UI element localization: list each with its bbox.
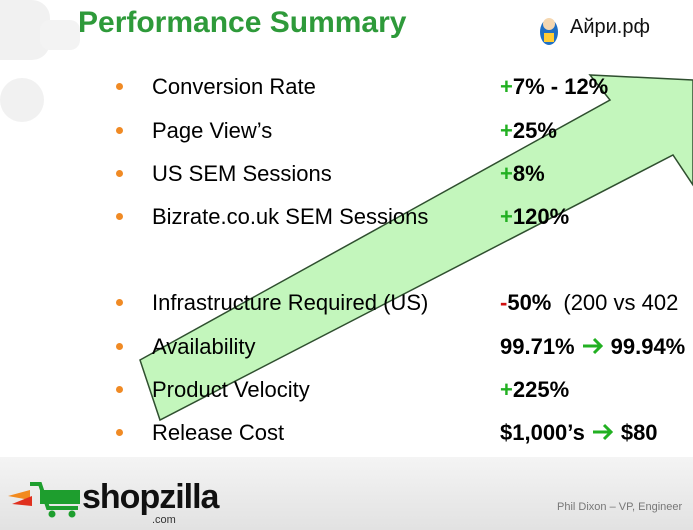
bullet-label: Bizrate.co.uk SEM Sessions — [152, 204, 429, 229]
bullet-dot — [116, 343, 123, 350]
bullet-row: Infrastructure Required (US) -50% (200 vs … — [0, 288, 693, 318]
value-text: 225% — [512, 377, 570, 402]
bullet-value: 99.71% 99.94% — [500, 334, 685, 360]
bullet-label: Availability — [152, 334, 256, 359]
value-text: $1,000’s — [500, 420, 585, 445]
bullet-row: Release Cost $1,000’s $80 — [0, 418, 693, 448]
bullet-value: +7% - 12% — [500, 74, 608, 100]
brand: shopzilla — [82, 478, 219, 516]
bullet-row: Conversion Rate +7% - 12% — [0, 72, 693, 102]
bullet-dot — [116, 299, 123, 306]
bullet-dot — [116, 386, 123, 393]
arrow-icon — [592, 423, 613, 441]
value-text: 8% — [512, 161, 545, 186]
value-text: 25% — [512, 118, 557, 143]
bullet-dot — [116, 127, 123, 134]
bullet-value: -50% (200 vs 402 — [500, 290, 678, 316]
bullet-label: Page View’s — [152, 118, 273, 143]
value-text: 99.71% — [500, 334, 575, 359]
value-sign: + — [500, 204, 513, 229]
bullet-label: Release Cost — [152, 420, 285, 445]
bullet-row: Product Velocity +225% — [0, 375, 693, 405]
value-sign: + — [500, 118, 513, 143]
bullet-dot — [116, 83, 123, 90]
bullet-dot — [116, 429, 123, 436]
value-text: 50% — [507, 290, 552, 315]
bullet-value: +225% — [500, 377, 569, 403]
value-target: $80 — [620, 420, 658, 445]
value-sign: + — [500, 377, 513, 402]
bullet-row: US SEM Sessions +8% — [0, 159, 693, 189]
bullet-row: Bizrate.co.uk SEM Sessions +120% — [0, 202, 693, 232]
bullet-label: US SEM Sessions — [152, 161, 332, 186]
value-target: 99.94% — [610, 334, 686, 359]
bullet-dot — [116, 213, 123, 220]
credit: Phil Dixon – VP, Engineer — [557, 501, 683, 513]
title: Performance Summary — [78, 6, 407, 39]
bullet-row: Availability 99.71% 99.94% — [0, 332, 693, 362]
bullet-row: Page View’s +25% — [0, 116, 693, 146]
bullet-value: +120% — [500, 204, 569, 230]
bullet-dot — [116, 170, 123, 177]
value-sign: + — [500, 161, 513, 186]
bullet-label: Infrastructure Required (US) — [152, 290, 429, 315]
value-sign: + — [500, 74, 513, 99]
value-note: (200 vs 402 — [563, 290, 679, 315]
value-sign: - — [500, 290, 508, 315]
bullet-value: +25% — [500, 118, 557, 144]
bullet-value: $1,000’s $80 — [500, 420, 658, 446]
bullet-label: Product Velocity — [152, 377, 310, 402]
value-text: 7% - 12% — [512, 74, 609, 99]
bullet-label: Conversion Rate — [152, 74, 316, 99]
brand-suffix: .com — [152, 514, 176, 526]
arrow-icon — [582, 337, 603, 355]
bullet-value: +8% — [500, 161, 545, 187]
logo-text: Айри.рф — [570, 16, 650, 38]
value-text: 120% — [512, 204, 570, 229]
